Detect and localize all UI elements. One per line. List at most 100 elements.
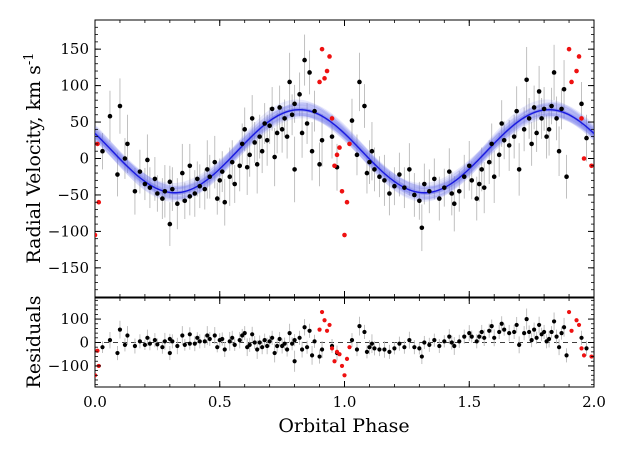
residual-point	[349, 338, 355, 343]
residual-point	[507, 331, 512, 336]
residual-outlier-point	[579, 346, 584, 351]
residual-point	[417, 346, 422, 351]
rv-point	[229, 159, 235, 165]
rv-point	[152, 176, 158, 182]
rv-point	[329, 134, 335, 139]
rv-point	[526, 116, 532, 121]
residual-outlier-point	[574, 318, 579, 323]
residual-point	[290, 341, 295, 346]
residual-outlier-point	[329, 346, 335, 351]
residual-point	[477, 334, 482, 339]
rv-point	[284, 134, 290, 139]
rv-point	[247, 152, 252, 158]
rv-point	[489, 141, 495, 147]
rv-outlier-point	[317, 79, 322, 85]
residual-point	[561, 325, 567, 330]
rv-point	[479, 167, 485, 172]
residual-point	[285, 347, 290, 352]
residual-point	[212, 333, 217, 338]
rv-point	[551, 70, 557, 75]
residual-point	[419, 354, 424, 359]
residual-point	[220, 336, 225, 342]
residual-point	[270, 335, 275, 340]
residual-point	[487, 328, 492, 333]
residual-point	[277, 336, 282, 342]
rv-point	[499, 121, 504, 126]
residual-point	[452, 343, 457, 349]
rv-point	[115, 172, 120, 177]
residual-outlier-point	[581, 353, 587, 358]
rv-point	[192, 191, 198, 196]
rv-point	[279, 127, 285, 132]
residual-point	[155, 342, 160, 347]
residual-point	[524, 316, 529, 322]
residual-point	[100, 345, 105, 350]
residual-point	[297, 335, 302, 340]
rv-point	[461, 174, 467, 180]
x-axis-label: Orbital Phase	[278, 415, 409, 437]
residual-point	[522, 331, 527, 336]
rv-point	[204, 167, 210, 172]
y-tick-label: 100	[60, 77, 89, 95]
rv-point	[180, 170, 185, 176]
residual-outlier-point	[332, 359, 337, 364]
residual-point	[299, 347, 305, 352]
x-tick-label: 1.0	[333, 393, 357, 411]
residual-point	[397, 341, 402, 346]
residual-point	[584, 346, 589, 351]
rv-point	[219, 169, 225, 174]
rv-outlier-point	[339, 189, 345, 194]
residual-point	[132, 343, 138, 349]
rv-point	[496, 152, 502, 158]
rv-point	[142, 181, 148, 187]
rv-point	[524, 77, 529, 83]
residual-point	[502, 327, 507, 332]
rv-point	[559, 106, 564, 112]
y-tick-label: 100	[60, 310, 89, 328]
rv-point	[249, 116, 255, 121]
residual-point	[187, 332, 192, 337]
rv-point	[392, 183, 397, 189]
rv-point	[182, 198, 188, 204]
rv-point	[412, 192, 417, 198]
residual-point	[292, 338, 297, 343]
rv-point	[476, 181, 482, 187]
residual-point	[205, 333, 210, 338]
rv-outlier-point	[579, 116, 584, 121]
residual-point	[514, 322, 519, 328]
residual-point	[551, 319, 557, 324]
y-tick-label: 0	[79, 150, 89, 168]
rv-point	[474, 196, 480, 201]
residual-point	[532, 327, 537, 332]
residual-point	[364, 349, 370, 354]
rv-point	[372, 167, 377, 172]
top-y-axis-label: Radial Velocity, km s-1	[22, 52, 45, 263]
rv-point	[227, 174, 233, 180]
model-sample-curve	[95, 113, 594, 191]
rv-outlier-point	[337, 145, 342, 150]
y-tick-label: 150	[60, 40, 89, 58]
rv-point	[466, 163, 472, 169]
rv-point	[549, 103, 554, 109]
top-error-bars	[102, 34, 587, 252]
residual-point	[180, 333, 185, 338]
residual-point	[304, 345, 310, 350]
residual-point	[319, 347, 325, 352]
rv-point	[222, 199, 228, 205]
rv-outlier-point	[96, 199, 102, 205]
residual-point	[457, 339, 462, 344]
residual-point	[462, 334, 467, 339]
x-tick-label: 0.5	[208, 393, 232, 411]
residual-point	[367, 345, 372, 350]
rv-point	[214, 196, 220, 201]
residual-point	[497, 329, 502, 335]
rv-outlier-point	[327, 54, 332, 59]
model-best-fit-curve	[95, 108, 594, 194]
model-sample-curve	[95, 99, 594, 196]
rv-point	[319, 137, 325, 143]
residual-point	[534, 335, 539, 340]
rv-point	[536, 89, 542, 94]
residual-point	[147, 341, 152, 346]
bottom-error-bars	[102, 308, 587, 372]
rv-point	[194, 176, 200, 182]
